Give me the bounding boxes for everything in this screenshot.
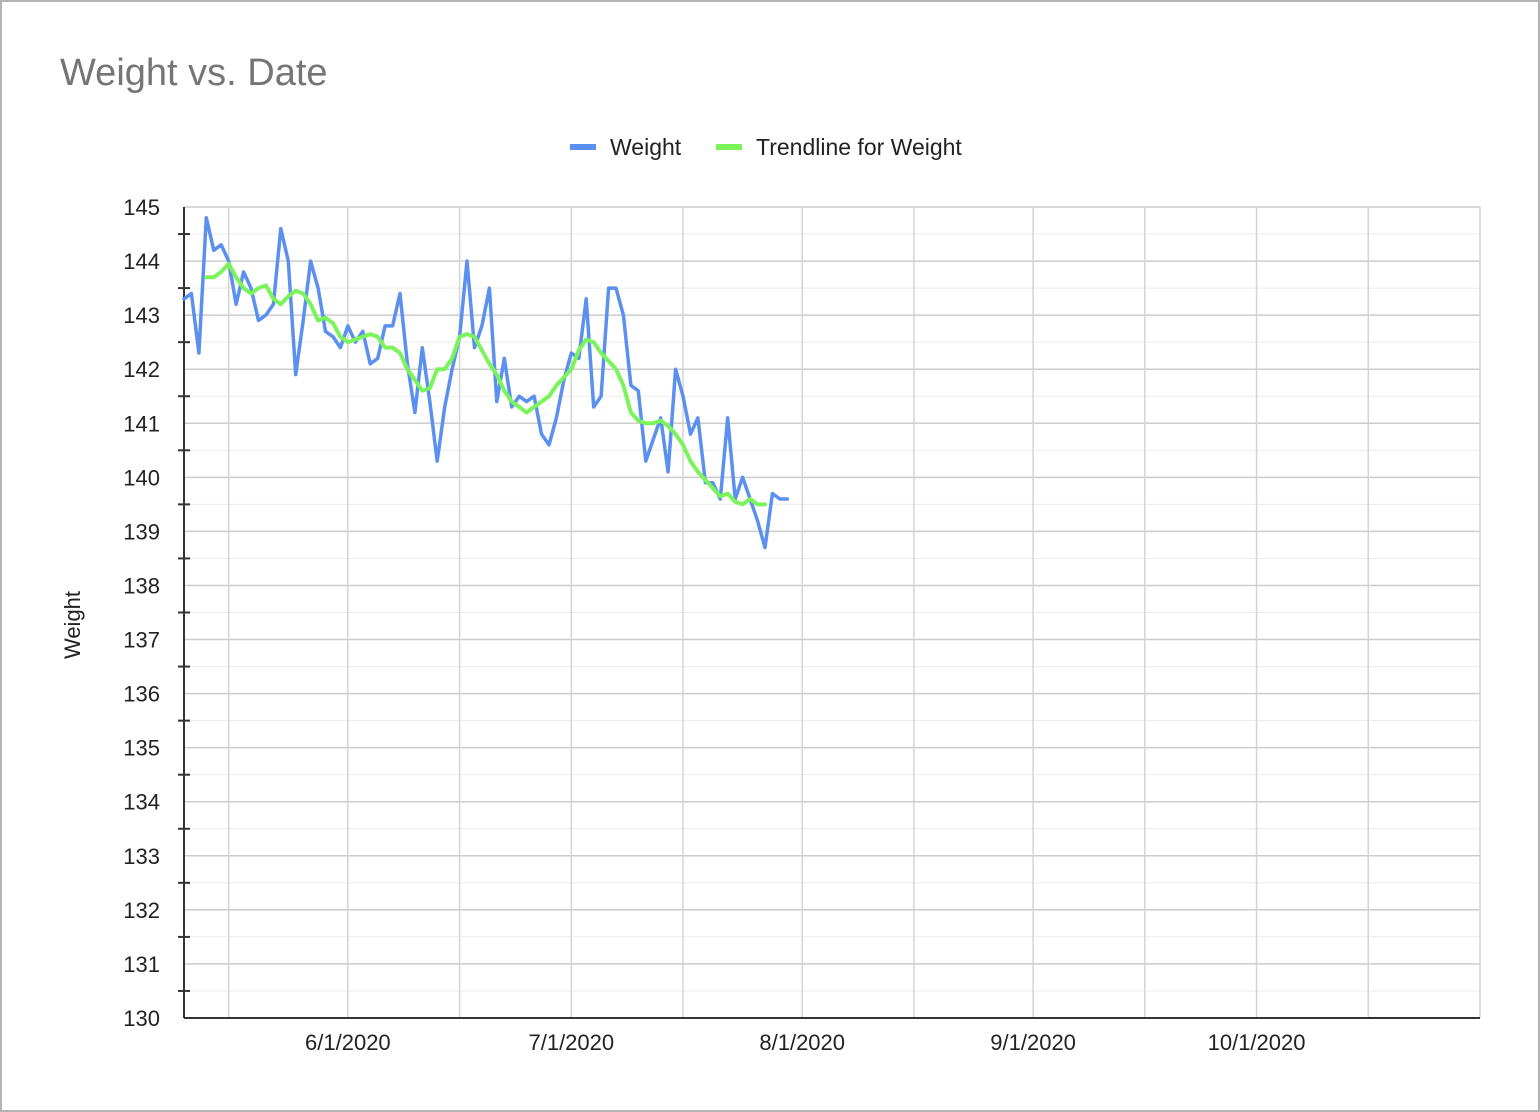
series-group xyxy=(182,216,790,550)
x-tick-label: 10/1/2020 xyxy=(1208,1030,1306,1055)
y-tick-label: 139 xyxy=(123,519,160,544)
y-tick-label: 136 xyxy=(123,682,160,707)
y-tick-label: 140 xyxy=(123,465,160,490)
y-tick-label: 138 xyxy=(123,573,160,598)
y-tick-label: 130 xyxy=(123,1006,160,1031)
y-axis-label: Weight xyxy=(60,591,85,659)
gridlines xyxy=(184,206,1481,1018)
legend-label-weight: Weight xyxy=(610,133,682,160)
y-tick-label: 144 xyxy=(123,249,160,274)
y-tick-label: 142 xyxy=(123,357,160,382)
y-tick-label: 135 xyxy=(123,736,160,761)
chart-title: Weight vs. Date xyxy=(60,52,328,94)
y-tick-label: 141 xyxy=(123,411,160,436)
legend-swatch-weight xyxy=(570,144,596,150)
y-tick-label: 145 xyxy=(123,195,160,220)
y-tick-label: 134 xyxy=(123,790,160,815)
legend: Weight Trendline for Weight xyxy=(0,130,1540,164)
series-line-trendline[interactable] xyxy=(204,261,767,507)
y-tick-label: 137 xyxy=(123,628,160,653)
legend-label-trendline: Trendline for Weight xyxy=(756,133,962,160)
x-tick-label: 9/1/2020 xyxy=(990,1030,1076,1055)
y-tick-label: 131 xyxy=(123,952,160,977)
legend-swatch-trendline xyxy=(716,144,742,150)
legend-item-weight[interactable]: Weight xyxy=(570,130,681,164)
x-tick-label: 6/1/2020 xyxy=(305,1030,391,1055)
x-tick-label: 8/1/2020 xyxy=(759,1030,845,1055)
axes: 130 131 132 133 134 135 136 137 138 139 140 141 142 1… xyxy=(123,195,1480,1055)
y-tick-label: 133 xyxy=(123,844,160,869)
series-line-weight[interactable] xyxy=(182,216,790,550)
x-tick-label: 7/1/2020 xyxy=(528,1030,614,1055)
legend-item-trendline[interactable]: Trendline for Weight xyxy=(716,130,962,164)
y-tick-label: 132 xyxy=(123,898,160,923)
y-tick-label: 143 xyxy=(123,303,160,328)
